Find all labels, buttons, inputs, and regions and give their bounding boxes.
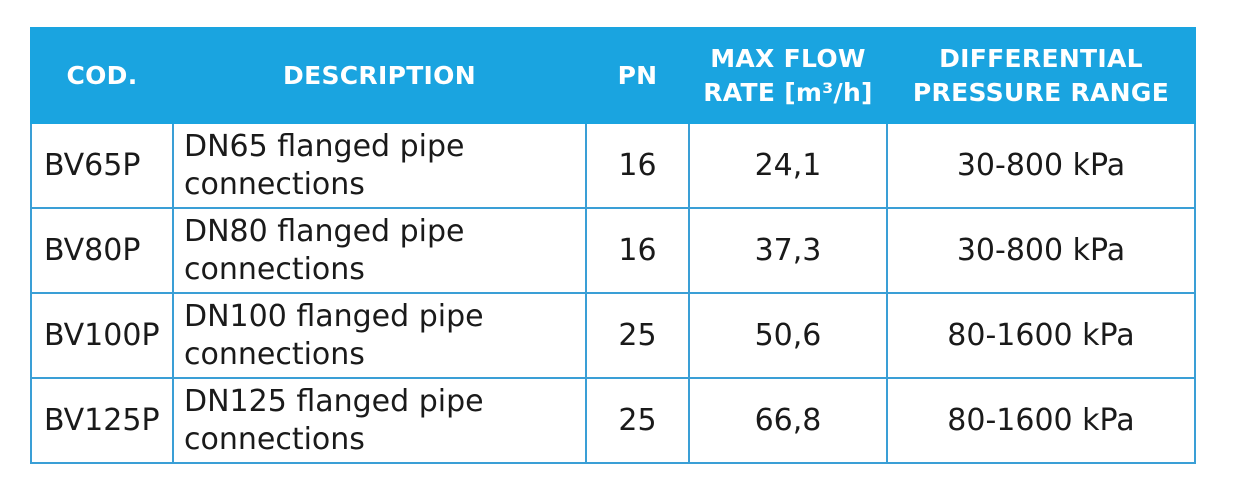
header-max-flow-line2: RATE [m³/h] bbox=[703, 77, 873, 107]
header-max-flow-rate: MAX FLOW RATE [m³/h] bbox=[688, 27, 888, 124]
cell-pn: 25 bbox=[585, 292, 690, 379]
table-header: COD. DESCRIPTION PN MAX FLOW RATE [m³/h]… bbox=[30, 27, 1196, 124]
cell-code: BV100P bbox=[30, 292, 174, 379]
table-row: BV80P DN80 flanged pipe connections 16 3… bbox=[30, 207, 1196, 294]
cell-code: BV80P bbox=[30, 207, 174, 294]
product-table: COD. DESCRIPTION PN MAX FLOW RATE [m³/h]… bbox=[30, 27, 1196, 464]
header-description: DESCRIPTION bbox=[172, 27, 587, 124]
cell-max-flow: 24,1 bbox=[688, 122, 888, 209]
description-line1: DN80 flanged pipe bbox=[184, 213, 465, 249]
header-max-flow-line1: MAX FLOW bbox=[710, 43, 866, 73]
table-row: BV65P DN65 flanged pipe connections 16 2… bbox=[30, 122, 1196, 209]
cell-max-flow: 50,6 bbox=[688, 292, 888, 379]
description-line2: connections bbox=[184, 336, 365, 372]
product-table-container: COD. DESCRIPTION PN MAX FLOW RATE [m³/h]… bbox=[30, 27, 1196, 464]
cell-pressure-range: 80-1600 kPa bbox=[886, 377, 1196, 464]
cell-pressure-range: 80-1600 kPa bbox=[886, 292, 1196, 379]
table-row: BV125P DN125 flanged pipe connections 25… bbox=[30, 377, 1196, 464]
cell-pressure-range: 30-800 kPa bbox=[886, 122, 1196, 209]
table-body: BV65P DN65 flanged pipe connections 16 2… bbox=[30, 122, 1196, 464]
cell-code: BV125P bbox=[30, 377, 174, 464]
table-row: BV100P DN100 flanged pipe connections 25… bbox=[30, 292, 1196, 379]
header-row: COD. DESCRIPTION PN MAX FLOW RATE [m³/h]… bbox=[30, 27, 1196, 124]
description-line1: DN125 flanged pipe bbox=[184, 383, 484, 419]
cell-description: DN125 flanged pipe connections bbox=[172, 377, 587, 464]
header-diff-line2: PRESSURE RANGE bbox=[912, 77, 1170, 107]
description-line2: connections bbox=[184, 166, 365, 202]
cell-pn: 16 bbox=[585, 122, 690, 209]
cell-pn: 25 bbox=[585, 377, 690, 464]
description-line1: DN65 flanged pipe bbox=[184, 128, 465, 164]
cell-description: DN80 flanged pipe connections bbox=[172, 207, 587, 294]
cell-description: DN100 flanged pipe connections bbox=[172, 292, 587, 379]
cell-pn: 16 bbox=[585, 207, 690, 294]
cell-max-flow: 37,3 bbox=[688, 207, 888, 294]
description-line1: DN100 flanged pipe bbox=[184, 298, 484, 334]
cell-pressure-range: 30-800 kPa bbox=[886, 207, 1196, 294]
header-cod: COD. bbox=[30, 27, 174, 124]
description-line2: connections bbox=[184, 251, 365, 287]
description-line2: connections bbox=[184, 421, 365, 457]
header-diff-line1: DIFFERENTIAL bbox=[939, 43, 1143, 73]
header-pn: PN bbox=[585, 27, 690, 124]
cell-description: DN65 flanged pipe connections bbox=[172, 122, 587, 209]
header-differential-pressure-range: DIFFERENTIAL PRESSURE RANGE bbox=[886, 27, 1196, 124]
cell-code: BV65P bbox=[30, 122, 174, 209]
cell-max-flow: 66,8 bbox=[688, 377, 888, 464]
